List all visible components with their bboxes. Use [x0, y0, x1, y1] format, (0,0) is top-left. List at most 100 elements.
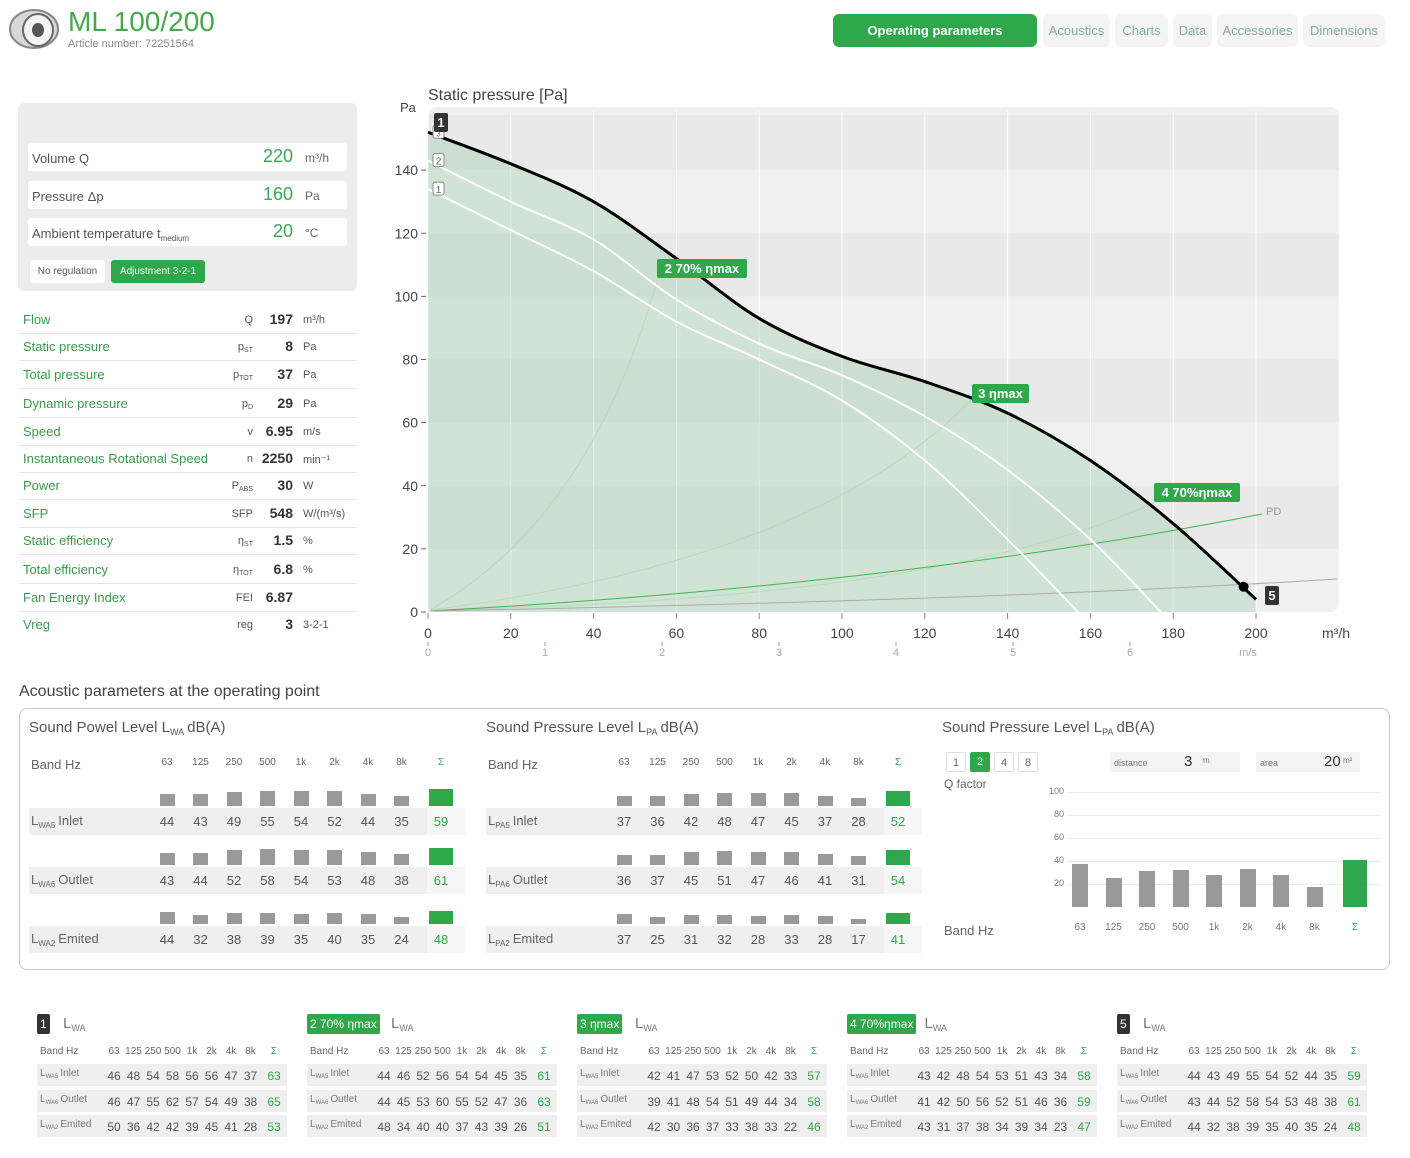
- param-value: 3: [285, 616, 293, 632]
- level-value: 53: [327, 873, 342, 888]
- panel-title: Sound Pressure Level LPA dB(A): [486, 719, 699, 737]
- q-button[interactable]: 1: [946, 752, 966, 772]
- level-value: 53: [705, 1069, 720, 1083]
- param-value: 2250: [261, 450, 293, 466]
- band-header: Σ: [894, 757, 902, 768]
- x-axis-label: m³/h: [1322, 625, 1350, 641]
- band-header: 250: [682, 757, 700, 768]
- param-label: Total pressure: [23, 367, 105, 382]
- x-tick-label: 80: [751, 625, 767, 641]
- level-value: 60: [435, 1094, 450, 1109]
- x-tick-label: 120: [913, 625, 937, 641]
- level-value: 34: [995, 1120, 1009, 1134]
- param-divider: [19, 360, 357, 361]
- level-value: 47: [750, 814, 766, 829]
- level-value: 28: [750, 932, 766, 947]
- input-value: 160: [262, 184, 293, 204]
- band-header: 1k: [456, 1046, 468, 1057]
- row-label: LWA6 Outlet: [850, 1094, 897, 1106]
- param-symbol: PABS: [170, 480, 253, 493]
- tab[interactable]: Charts: [1115, 14, 1168, 47]
- level-value: 54: [1265, 1069, 1279, 1083]
- level-value: 44: [377, 1069, 391, 1083]
- level-value: 59: [433, 814, 449, 829]
- level-value: 45: [683, 873, 699, 888]
- band-header: 2k: [1286, 1046, 1297, 1057]
- level-bar: [360, 793, 376, 806]
- distance-box[interactable]: [1110, 752, 1240, 772]
- param-symbol-text: p: [237, 341, 245, 353]
- level-value: 62: [165, 1094, 180, 1109]
- band-header: 500: [259, 757, 276, 768]
- regulation-button[interactable]: Adjustment 3-2-1: [111, 260, 205, 283]
- acoustic-frame: [19, 708, 1390, 970]
- grid-band: [428, 115, 1339, 171]
- input-row[interactable]: Volume Q 220 m³/h: [28, 143, 347, 171]
- article-number: Article number: 72251564: [68, 38, 194, 50]
- distance-unit: m: [1203, 756, 1210, 765]
- curve-line: [427, 130, 1258, 601]
- row-name: Inlet: [330, 1068, 350, 1079]
- band-header: 4k: [225, 1046, 237, 1057]
- room-band-label: 125: [1105, 922, 1122, 933]
- row-name: Outlet: [60, 1093, 88, 1105]
- input-row[interactable]: Ambient temperature tmedium 20 °C: [28, 218, 347, 246]
- row-label: LWA5 Inlet: [850, 1068, 889, 1080]
- row-symbol: L: [580, 1093, 586, 1105]
- x-tick-label: 160: [1079, 625, 1103, 641]
- tab[interactable]: Accessories: [1217, 14, 1298, 47]
- param-label: Instantaneous Rotational Speed: [23, 451, 209, 466]
- level-bar: [226, 850, 242, 865]
- level-value: 28: [243, 1120, 258, 1134]
- level-value: 52: [1284, 1069, 1299, 1083]
- level-bar: [717, 915, 732, 924]
- row-symbol-sub: WA5: [585, 1074, 599, 1080]
- row-name: Emited: [870, 1119, 902, 1130]
- curve-name-box: [432, 153, 445, 168]
- room-bar: [1306, 887, 1323, 907]
- row-background: [1117, 1089, 1367, 1112]
- annotation: 3 ηmax: [978, 386, 1024, 401]
- level-value: 52: [474, 1094, 489, 1109]
- tab[interactable]: Data: [1173, 14, 1212, 47]
- level-value: 54: [890, 873, 906, 888]
- regulation-button[interactable]: No regulation: [30, 260, 105, 283]
- row-label: LWA6 Outlet: [310, 1094, 357, 1106]
- level-value: 37: [705, 1120, 720, 1134]
- helper-curve: [429, 277, 659, 611]
- band-header: 250: [414, 1046, 432, 1057]
- level-value: 39: [1245, 1120, 1260, 1134]
- point-title: LWA: [391, 1015, 414, 1033]
- row-background: [884, 926, 922, 953]
- level-value: 37: [616, 932, 632, 947]
- level-value: 35: [513, 1069, 528, 1083]
- level-value: 51: [717, 873, 732, 888]
- level-value: 35: [293, 932, 309, 947]
- tab[interactable]: Acoustics: [1043, 14, 1110, 47]
- annotation: 5: [1268, 588, 1275, 603]
- q-button[interactable]: 2: [970, 752, 990, 772]
- level-value: 52: [226, 873, 242, 888]
- level-value: 35: [360, 932, 376, 947]
- band-header: 500: [704, 1046, 721, 1057]
- input-row[interactable]: Pressure Δp 160 Pa: [28, 181, 347, 209]
- row-background: [486, 808, 884, 835]
- level-value: 46: [1034, 1094, 1048, 1109]
- level-bar: [683, 852, 699, 865]
- level-value: 63: [267, 1069, 281, 1083]
- row-symbol: L: [488, 931, 496, 946]
- x-tick-label: 180: [1162, 625, 1186, 641]
- param-symbol-text: p: [233, 369, 240, 381]
- level-bar: [360, 914, 376, 924]
- level-value: 41: [666, 1094, 681, 1109]
- tab[interactable]: Operating parameters: [833, 14, 1037, 47]
- level-bar: [717, 792, 732, 806]
- area-box[interactable]: [1256, 752, 1360, 772]
- level-value: 51: [537, 1120, 551, 1134]
- tab[interactable]: Dimensions: [1303, 14, 1385, 47]
- param-symbol: n: [170, 453, 253, 465]
- q-button[interactable]: 8: [1018, 752, 1038, 772]
- input-label-text: Ambient temperature t: [32, 226, 161, 241]
- row-symbol: L: [580, 1068, 586, 1079]
- q-button[interactable]: 4: [994, 752, 1014, 772]
